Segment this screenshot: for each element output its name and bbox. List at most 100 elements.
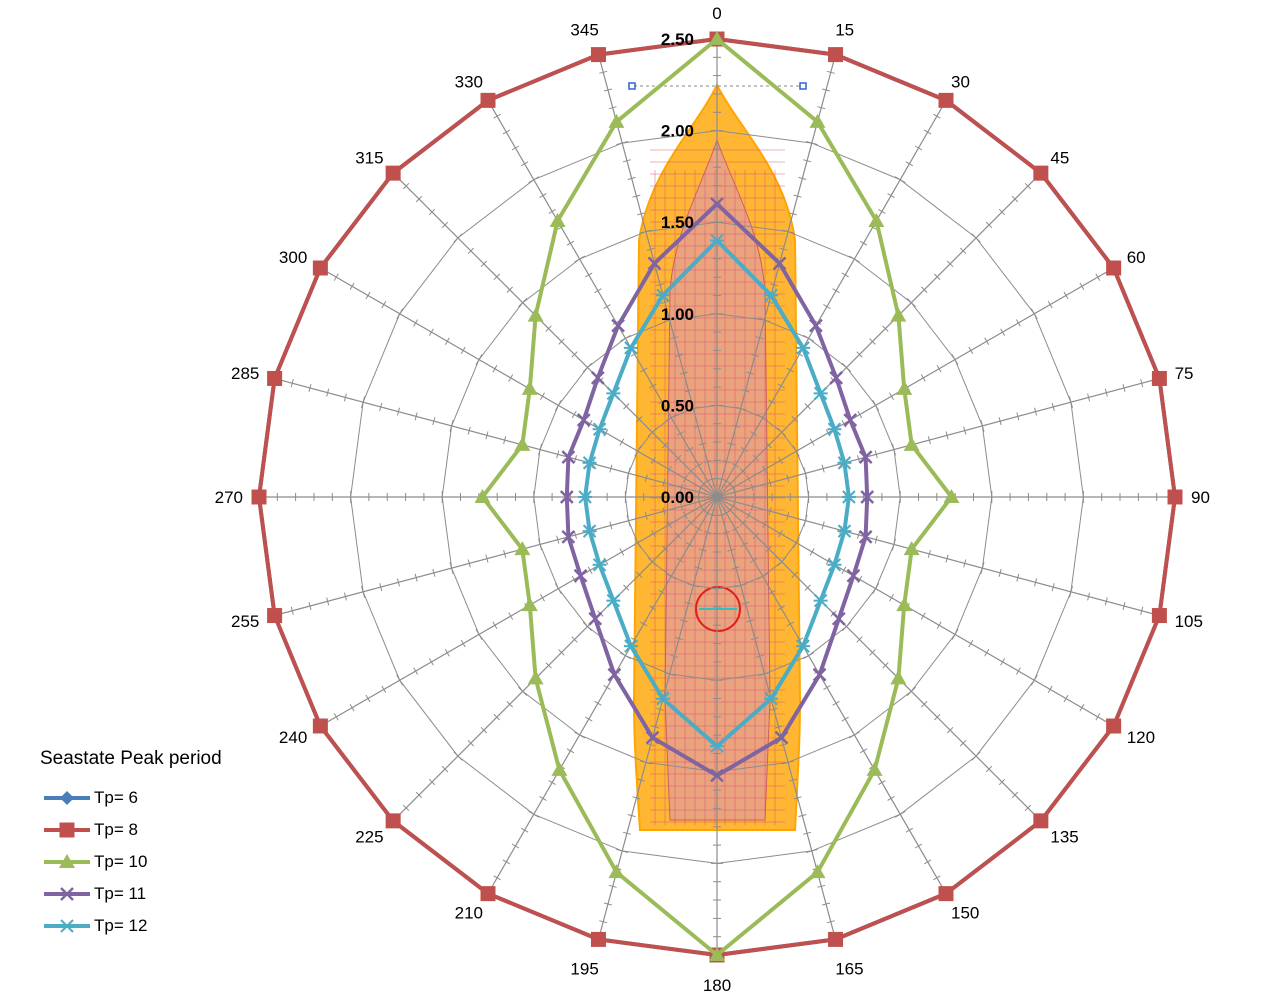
grid-tick [662, 507, 666, 516]
grid-tick [480, 260, 488, 268]
grid-tick [762, 465, 768, 474]
data-point [866, 761, 883, 776]
grid-tick [878, 780, 886, 786]
data-point [764, 288, 779, 302]
grid-tick [539, 795, 547, 801]
grid-tick [663, 318, 676, 323]
grid-tick [594, 288, 602, 294]
grid-tick [649, 383, 657, 389]
grid-tick [485, 554, 489, 563]
grid-tick [739, 519, 747, 527]
grid-tick [906, 298, 916, 308]
grid-tick [428, 328, 434, 336]
grid-spoke [716, 496, 947, 894]
grid-tick [428, 208, 436, 216]
grid-tick [809, 548, 815, 556]
grid-tick [963, 426, 967, 435]
grid-tick [755, 336, 764, 340]
grid-tick [622, 159, 631, 163]
grid-tick [502, 129, 511, 135]
grid-spoke [716, 267, 1114, 498]
grid-tick [1079, 703, 1085, 712]
data-point [623, 639, 638, 653]
data-point [772, 256, 787, 271]
grid-tick [662, 442, 669, 449]
grid-tick [768, 478, 772, 487]
data-point [828, 931, 844, 947]
grid-tick [646, 247, 655, 251]
grid-tick [1030, 308, 1038, 320]
grid-tick [685, 542, 694, 548]
grid-tick [805, 848, 818, 853]
grid-tick [619, 548, 625, 556]
grid-tick [632, 194, 641, 198]
grid-tick [587, 566, 593, 574]
grid-tick [804, 403, 811, 410]
grid-tick [869, 338, 876, 345]
grid-tick [933, 875, 941, 881]
ship-handle [628, 82, 636, 90]
grid-tick [627, 814, 636, 818]
legend-item: Tp= 8 [40, 814, 270, 846]
grid-tick [679, 371, 688, 375]
grid-tick [1140, 606, 1144, 615]
grid-tick [603, 902, 612, 906]
grid-tick [765, 300, 774, 304]
grid-tick [571, 410, 577, 419]
data-point [590, 47, 606, 63]
grid-tick [665, 414, 677, 422]
grid-tick [616, 141, 629, 146]
grid-tick [951, 354, 959, 366]
grid-tick [343, 592, 347, 601]
grid-tick [493, 113, 501, 119]
grid-tick [746, 474, 752, 483]
grid-tick [396, 674, 404, 686]
grid-tick [741, 389, 750, 393]
grid-tick [545, 662, 552, 669]
grid-tick [927, 549, 931, 558]
grid-tick [968, 639, 974, 648]
data-point [828, 47, 844, 63]
grid-tick [603, 88, 612, 92]
grid-tick [415, 791, 423, 799]
grid-tick [666, 520, 672, 529]
grid-spoke [487, 100, 718, 498]
grid-tick [687, 583, 700, 588]
grid-tick [872, 399, 880, 411]
data-point [827, 422, 842, 436]
grid-tick [921, 286, 928, 293]
grid-tick [768, 507, 772, 516]
radial-tick-label: 0.50 [661, 396, 694, 415]
grid-tick [639, 760, 652, 765]
data-point [578, 490, 593, 504]
grid-tick [959, 739, 967, 747]
grid-spoke [716, 496, 1114, 727]
angle-label: 150 [951, 904, 979, 923]
grid-tick [722, 460, 731, 464]
grid-tick [933, 113, 941, 119]
grid-tick [687, 519, 695, 527]
data-point [611, 318, 625, 333]
legend-swatch-marker [60, 919, 74, 933]
grid-tick [1047, 685, 1053, 694]
grid-spoke [320, 267, 718, 498]
grid-spoke [487, 496, 718, 894]
grid-tick [467, 247, 475, 255]
grid-tick [803, 467, 808, 480]
grid-tick [746, 511, 752, 520]
grid-tick [1016, 412, 1020, 421]
grid-tick [857, 410, 863, 419]
grid-tick [803, 334, 815, 342]
data-point [592, 558, 607, 572]
grid-tick [1087, 592, 1091, 601]
grid-tick [856, 636, 863, 643]
grid-tick [708, 477, 717, 481]
grid-tick [637, 778, 646, 782]
grid-tick [703, 460, 712, 464]
grid-tick [1079, 282, 1085, 291]
grid-tick [1063, 694, 1069, 703]
data-point [655, 288, 670, 302]
grid-tick [894, 176, 906, 184]
grid-tick [538, 443, 543, 456]
radial-tick-label: 0.00 [661, 488, 694, 507]
